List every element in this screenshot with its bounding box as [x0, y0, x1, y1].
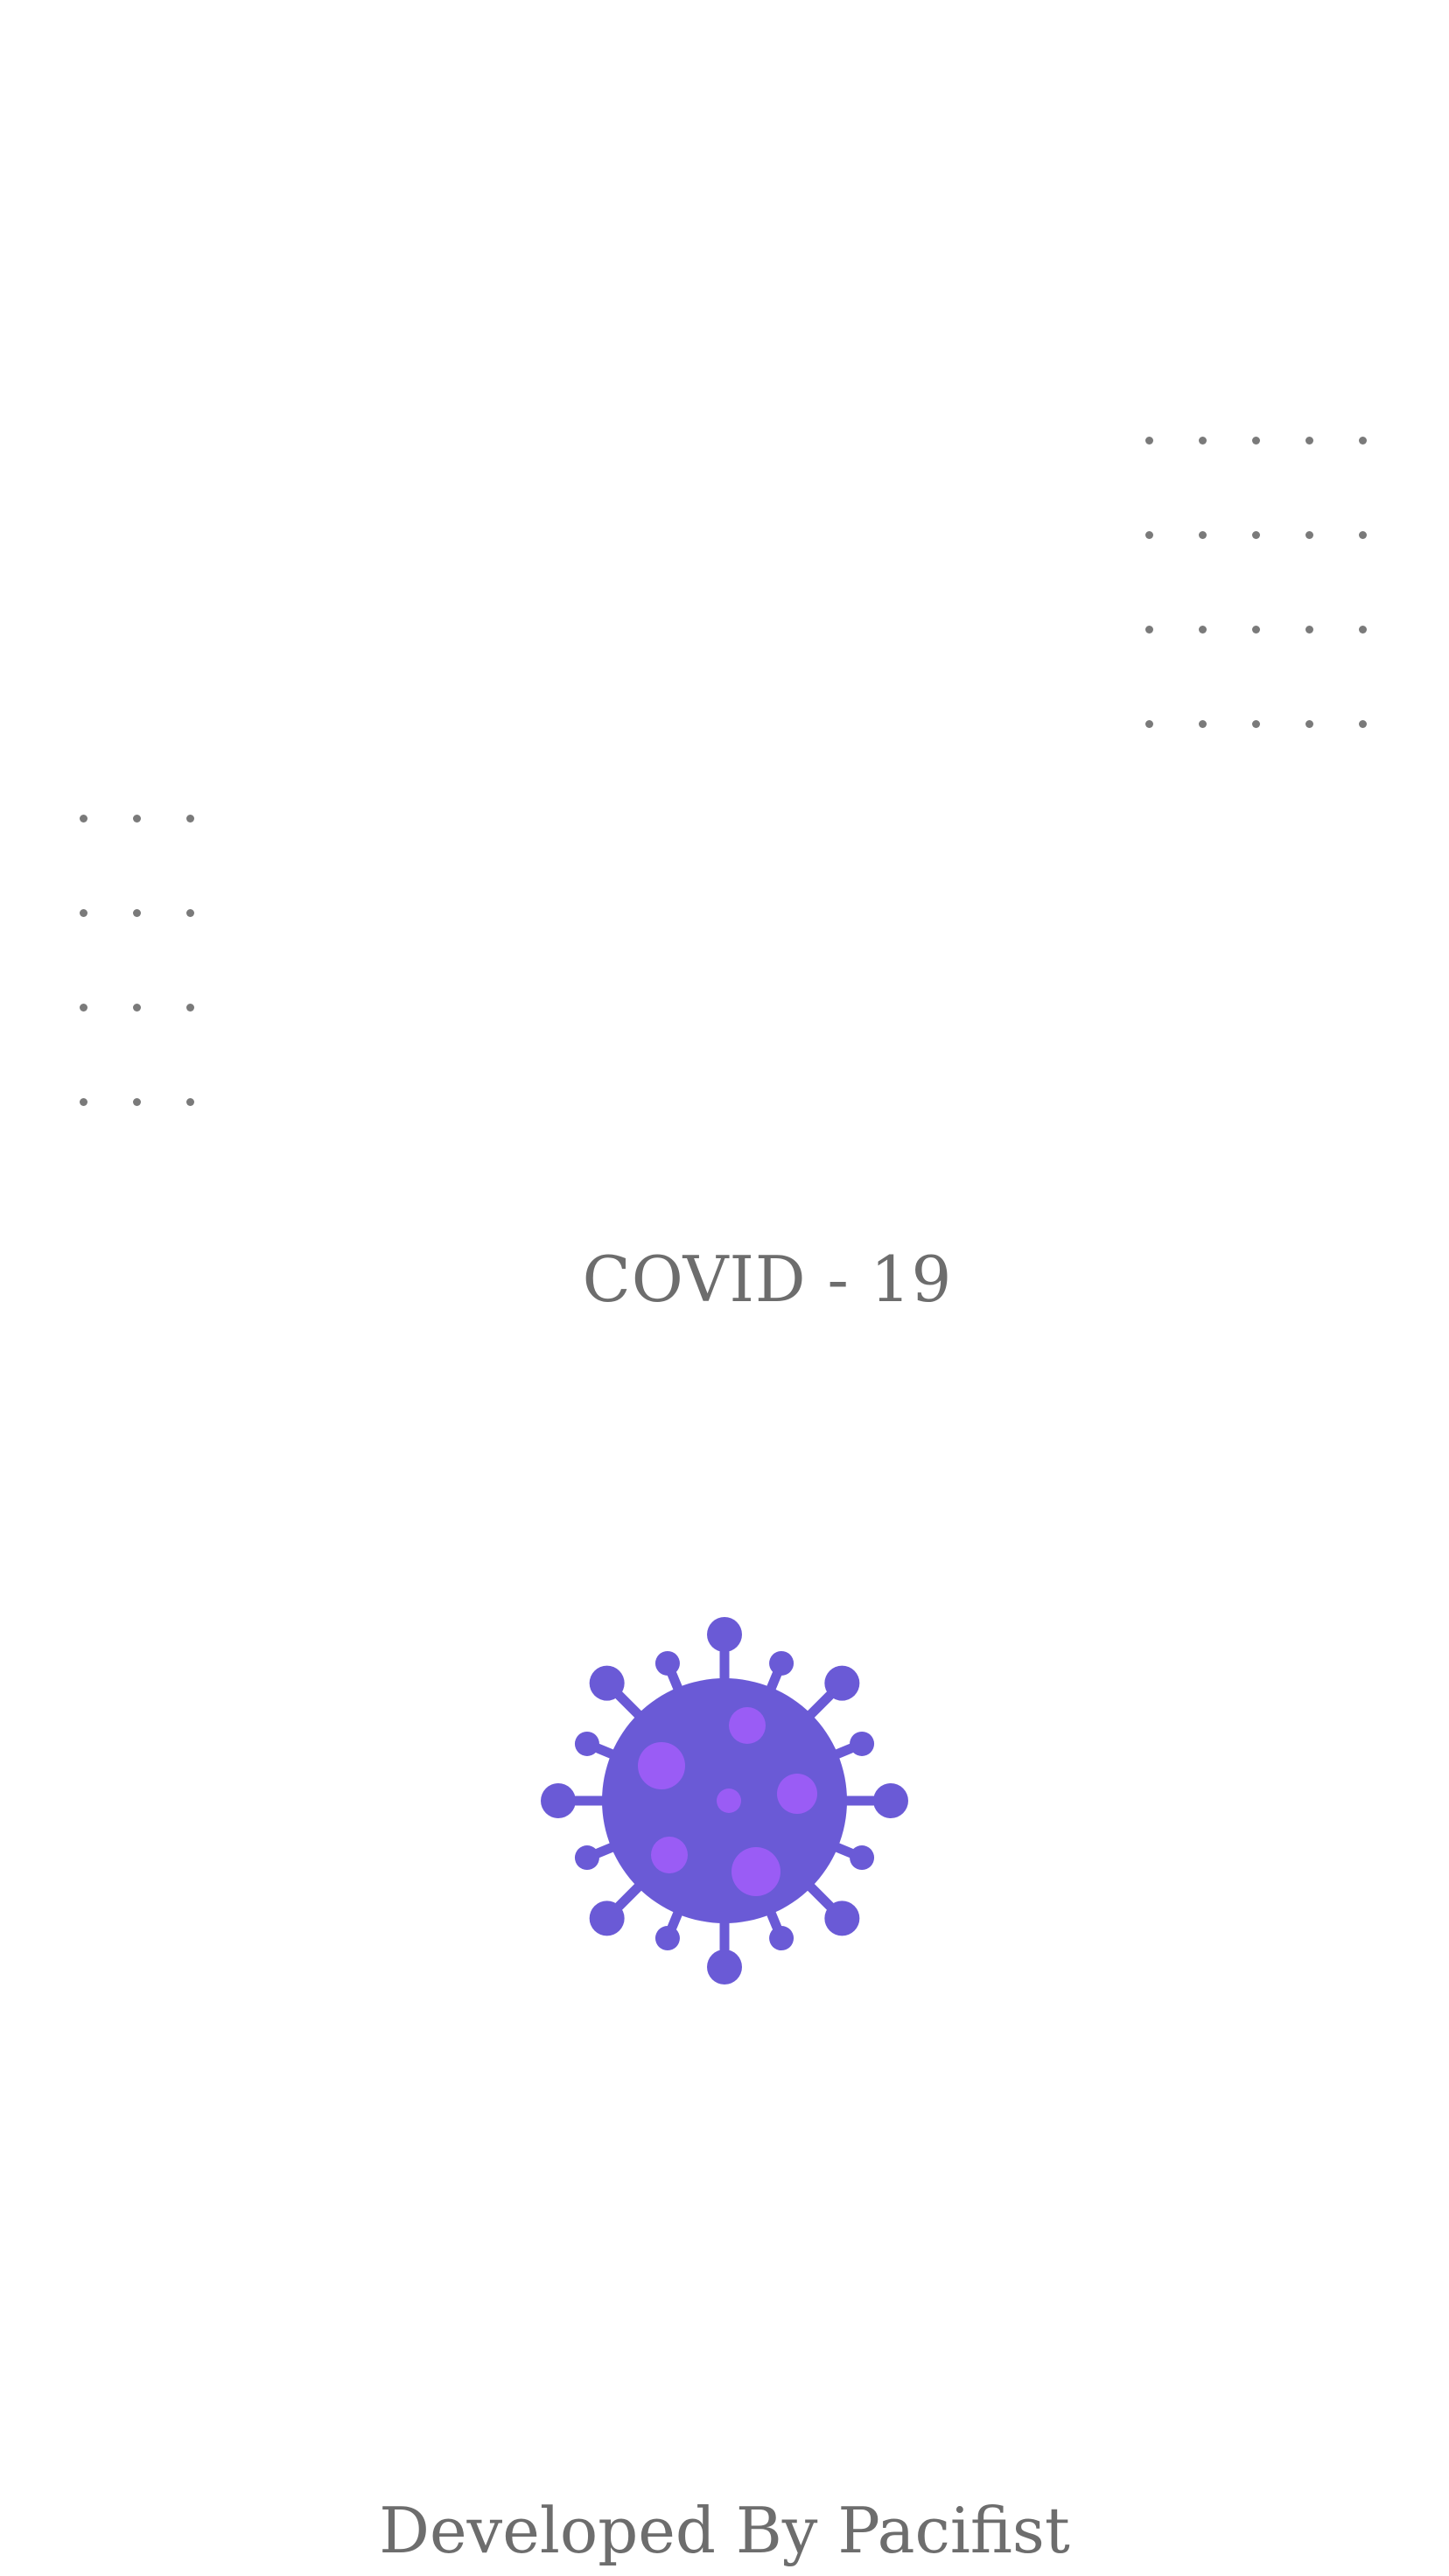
- decorative-dot: [186, 909, 194, 917]
- decorative-dot: [1252, 437, 1260, 444]
- decorative-dot: [186, 815, 194, 822]
- virus-spot: [651, 1837, 688, 1873]
- virus-spot: [638, 1742, 685, 1789]
- decorative-dot: [1359, 531, 1367, 539]
- virus-spike-tip: [574, 1731, 599, 1756]
- virus-spike-tip: [850, 1845, 875, 1871]
- decorative-dot: [1252, 531, 1260, 539]
- decorative-dot: [1306, 626, 1313, 634]
- virus-spike-tip: [707, 1950, 742, 1984]
- virus-spike-tip: [873, 1783, 908, 1818]
- decorative-dot: [80, 1004, 88, 1012]
- decorative-dot: [133, 909, 141, 917]
- decorative-dot: [186, 1004, 194, 1012]
- developer-credit: Developed By Pacifist: [379, 2494, 1070, 2567]
- decorative-dot: [186, 1098, 194, 1106]
- virus-spike-tip: [707, 1617, 742, 1652]
- virus-spot: [732, 1847, 780, 1896]
- virus-spike-tip: [589, 1900, 625, 1936]
- virus-spike-tip: [769, 1926, 794, 1951]
- virus-icon: [536, 1612, 914, 1990]
- virus-spike-tip: [654, 1650, 680, 1676]
- virus-spot: [729, 1707, 766, 1744]
- decorative-dot: [1252, 626, 1260, 634]
- virus-spike-tip: [589, 1665, 625, 1701]
- virus-spot: [717, 1788, 741, 1813]
- decorative-dot: [1199, 720, 1207, 728]
- decorative-dot: [133, 1004, 141, 1012]
- decorative-dot: [1359, 720, 1367, 728]
- virus-spike-tip: [850, 1731, 875, 1756]
- decorative-dot-grid-right: [1145, 437, 1412, 815]
- decorative-dot: [1145, 626, 1153, 634]
- decorative-dot: [133, 1098, 141, 1106]
- virus-spike-tip: [824, 1900, 860, 1936]
- decorative-dot: [80, 909, 88, 917]
- decorative-dot: [80, 1098, 88, 1106]
- decorative-dot: [1199, 626, 1207, 634]
- virus-spike-tip: [769, 1650, 794, 1676]
- decorative-dot: [1145, 437, 1153, 444]
- decorative-dot-grid-left: [80, 815, 240, 1193]
- virus-spike-tip: [654, 1926, 680, 1951]
- decorative-dot: [1252, 720, 1260, 728]
- decorative-dot: [1199, 437, 1207, 444]
- decorative-dot: [1306, 437, 1313, 444]
- decorative-dot: [133, 815, 141, 822]
- virus-spike-tip: [541, 1783, 576, 1818]
- decorative-dot: [1306, 531, 1313, 539]
- virus-spike-tip: [574, 1845, 599, 1871]
- decorative-dot: [1145, 720, 1153, 728]
- app-title: COVID - 19: [582, 1242, 953, 1316]
- decorative-dot: [1199, 531, 1207, 539]
- decorative-dot: [1359, 626, 1367, 634]
- decorative-dot: [1306, 720, 1313, 728]
- virus-spike-tip: [824, 1665, 860, 1701]
- virus-spot: [777, 1774, 817, 1814]
- decorative-dot: [1359, 437, 1367, 444]
- decorative-dot: [80, 815, 88, 822]
- decorative-dot: [1145, 531, 1153, 539]
